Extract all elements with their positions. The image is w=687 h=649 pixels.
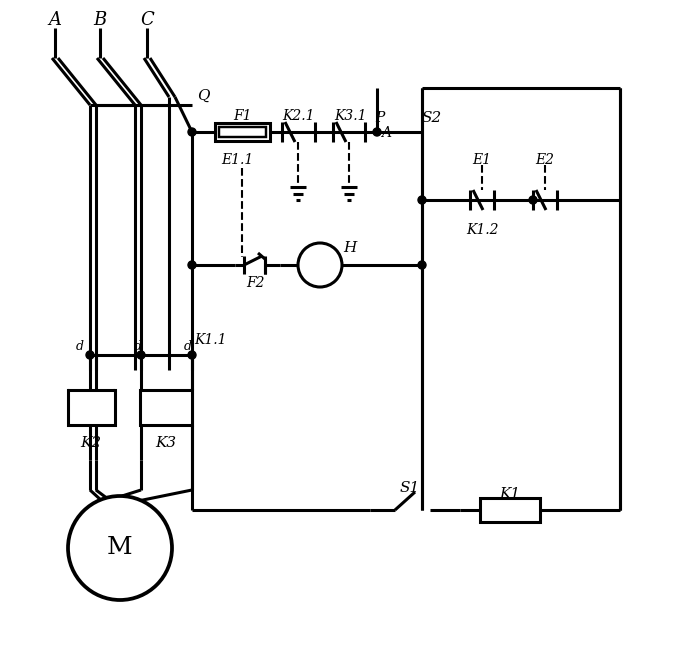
Text: F1: F1 [233, 109, 251, 123]
Circle shape [68, 496, 172, 600]
Text: E1: E1 [473, 153, 491, 167]
Circle shape [188, 261, 196, 269]
Circle shape [137, 351, 145, 359]
Circle shape [188, 351, 196, 359]
Bar [480, 498, 540, 522]
Bar [215, 123, 270, 141]
Circle shape [529, 196, 537, 204]
Text: P: P [375, 111, 385, 125]
Text: E1.1: E1.1 [221, 153, 253, 167]
Text: K1.2: K1.2 [466, 223, 498, 237]
Circle shape [86, 351, 94, 359]
Text: K1: K1 [499, 487, 521, 501]
Text: F2: F2 [246, 276, 264, 290]
Text: C: C [140, 11, 154, 29]
Text: S2: S2 [422, 111, 442, 125]
Text: A: A [49, 11, 62, 29]
Text: A: A [381, 126, 391, 140]
Text: S1: S1 [400, 481, 420, 495]
Text: d: d [184, 341, 192, 354]
Text: d: d [134, 341, 142, 354]
Text: d: d [76, 341, 84, 354]
Bar [68, 390, 115, 425]
Circle shape [373, 128, 381, 136]
Text: K3: K3 [155, 436, 177, 450]
Text: K2.1: K2.1 [282, 109, 314, 123]
Text: K2: K2 [80, 436, 102, 450]
Circle shape [418, 261, 426, 269]
Text: B: B [93, 11, 106, 29]
Bar [140, 390, 192, 425]
Text: E2: E2 [535, 153, 554, 167]
Text: K1.1: K1.1 [194, 333, 226, 347]
Text: K3.1: K3.1 [334, 109, 366, 123]
Circle shape [188, 128, 196, 136]
Text: Q: Q [196, 89, 210, 103]
Text: M: M [107, 537, 133, 559]
Bar [219, 127, 266, 137]
Circle shape [298, 243, 342, 287]
Circle shape [418, 196, 426, 204]
Text: H: H [344, 241, 357, 255]
